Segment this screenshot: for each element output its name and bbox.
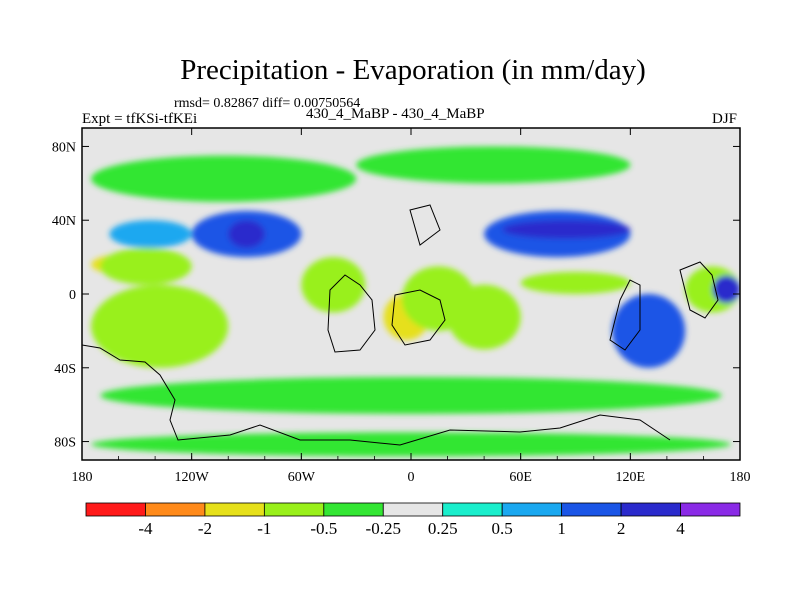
stats-label: rmsd= 0.82867 diff= 0.00750564	[174, 96, 361, 111]
case-label: 430_4_MaBP - 430_4_MaBP	[306, 106, 485, 122]
colorbar-label: -1	[257, 519, 271, 538]
field-region-8	[228, 220, 265, 248]
y-tick-label: 0	[69, 288, 76, 303]
field-region-5	[100, 247, 192, 285]
contour-regions	[91, 146, 740, 457]
field-region-19	[712, 275, 740, 304]
y-tick-label: 80N	[52, 140, 76, 155]
field-region-3	[91, 284, 229, 368]
field-region-16	[520, 271, 631, 294]
field-region-22	[91, 432, 731, 457]
colorbar-swatch	[442, 502, 503, 517]
experiment-label: Expt = tfKSi-tfKEi	[82, 111, 198, 127]
plot-title: Precipitation - Evaporation (in mm/day)	[180, 54, 646, 86]
field-region-6	[109, 220, 192, 248]
colorbar-swatch	[620, 502, 681, 517]
colorbar-label: -4	[138, 519, 153, 538]
colorbar-swatch	[145, 502, 206, 517]
x-tick-label: 180	[730, 470, 751, 485]
colorbar-swatch	[382, 502, 444, 517]
colorbar-swatch	[323, 502, 384, 517]
colorbar-label: -2	[198, 519, 212, 538]
colorbar-swatch	[680, 502, 741, 517]
field-region-17	[612, 294, 686, 368]
field-region-13	[447, 284, 521, 350]
colorbar-swatch	[204, 502, 265, 517]
field-region-15	[502, 220, 631, 239]
x-tick-label: 60E	[509, 470, 532, 485]
x-tick-label: 0	[408, 470, 415, 485]
y-tick-label: 80S	[54, 436, 76, 451]
field-region-21	[100, 377, 722, 414]
colorbar-label: 2	[617, 519, 626, 538]
y-tick-label: 40S	[54, 362, 76, 377]
colorbar-label: 4	[676, 519, 685, 538]
field-region-20	[356, 146, 631, 184]
colorbar-label: 1	[557, 519, 566, 538]
colorbar-swatch	[561, 502, 622, 517]
x-tick-label: 120E	[616, 470, 646, 485]
colorbar-label: -0.25	[366, 519, 401, 538]
field-region-10	[301, 257, 366, 313]
coastline-outline	[82, 204, 719, 446]
colorbar-swatch	[85, 502, 146, 517]
y-tick-label: 40N	[52, 214, 76, 229]
map-field	[82, 128, 740, 460]
colorbar-swatch	[501, 502, 563, 517]
colorbar: -4 -2 -1 -0.5 -0.25 0.25 0.5 1 2 4	[85, 502, 741, 538]
season-label: DJF	[712, 111, 738, 127]
x-tick-label: 120W	[175, 470, 210, 485]
y-axis: 80N 40N 0 40S 80S	[52, 140, 740, 451]
x-tick-label: 60W	[288, 470, 316, 485]
x-axis: 180 120W 60W 0 60E 120E 180	[72, 128, 751, 485]
x-tick-label: 180	[72, 470, 93, 485]
colorbar-label: -0.5	[310, 519, 337, 538]
field-region-9	[91, 155, 357, 202]
colorbar-swatch	[263, 502, 325, 517]
colorbar-label: 0.5	[492, 519, 513, 538]
colorbar-label: 0.25	[428, 519, 458, 538]
